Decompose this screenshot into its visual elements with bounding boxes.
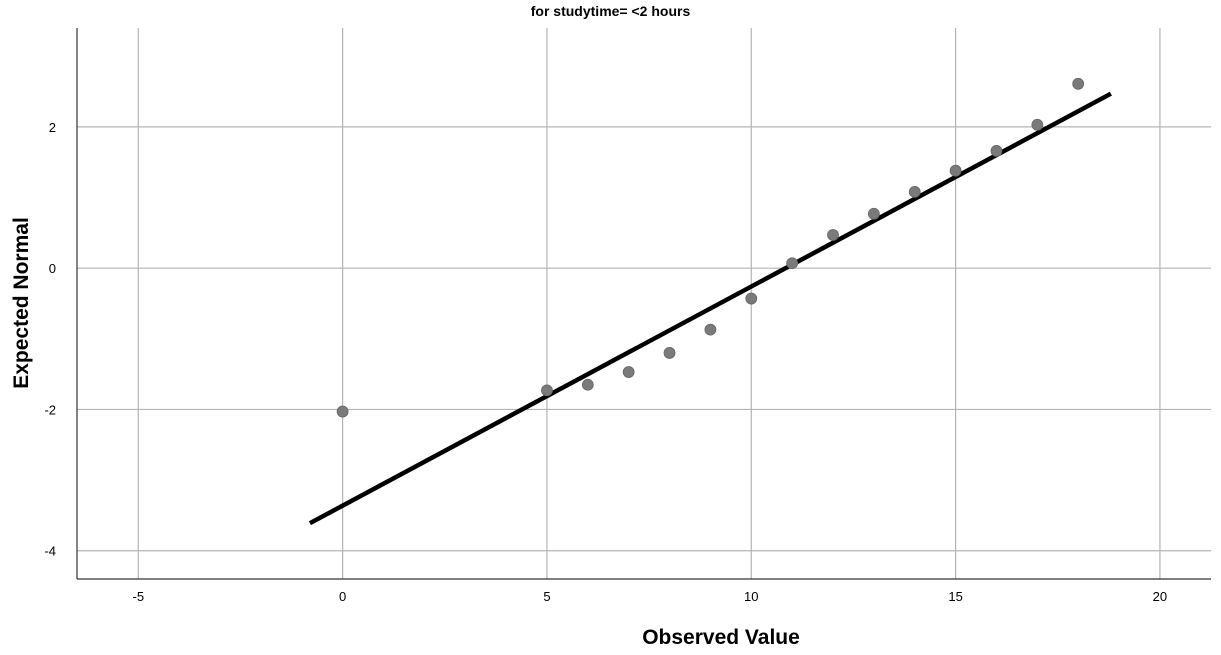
x-tick-label: 20 (1153, 589, 1167, 604)
data-point (990, 145, 1003, 157)
axes (76, 28, 1211, 580)
data-point (704, 323, 717, 336)
chart-title: for studytime= <2 hours (530, 3, 691, 19)
x-axis-label: Observed Value (642, 626, 800, 649)
data-point (908, 185, 921, 198)
data-point (1072, 77, 1085, 90)
data-point (867, 207, 880, 220)
data-point (336, 405, 349, 418)
grid-lines (77, 28, 1211, 579)
data-point (949, 164, 962, 177)
data-point (541, 384, 553, 397)
x-tick-label: -5 (133, 589, 145, 604)
y-tick-label: -2 (44, 402, 56, 417)
tick-labels: -5 0 5 10 15 20 -4 -2 0 2 (44, 120, 1167, 604)
y-tick-label: 2 (49, 120, 56, 135)
x-tick-label: 10 (744, 589, 758, 604)
data-point (622, 366, 635, 378)
data-point (827, 229, 839, 241)
data-point (581, 378, 594, 391)
y-tick-label: -4 (44, 544, 56, 559)
data-point (786, 257, 799, 270)
reference-line-group (308, 91, 1112, 526)
x-tick-label: 15 (948, 589, 962, 604)
data-points (336, 77, 1085, 418)
data-point (663, 347, 676, 359)
x-tick-label: 5 (543, 589, 550, 604)
data-point (1031, 118, 1044, 131)
x-tick-label: 0 (339, 589, 346, 604)
data-point (745, 292, 758, 305)
reference-line (308, 91, 1112, 526)
y-tick-label: 0 (49, 261, 56, 276)
